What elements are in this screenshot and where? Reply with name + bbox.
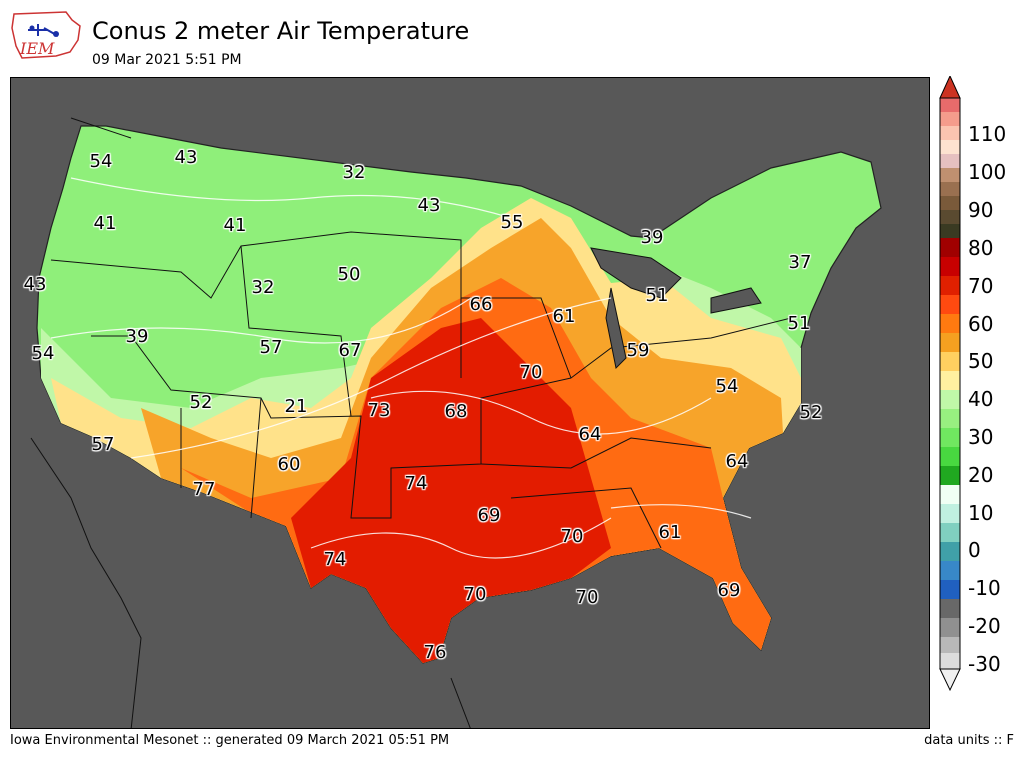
colorbar-tick: -30	[968, 652, 1001, 676]
colorbar-tick: -10	[968, 576, 1001, 600]
station-value: 57	[259, 337, 283, 358]
station-value: 74	[323, 549, 347, 570]
colorbar-tick: 60	[968, 312, 994, 336]
station-value: 64	[725, 451, 749, 472]
colorbar-tick: 20	[968, 463, 994, 487]
station-value: 60	[277, 454, 301, 475]
station-value: 59	[626, 340, 650, 361]
great-lakes	[590, 247, 762, 370]
station-value: 39	[125, 326, 149, 347]
red-core	[291, 318, 611, 663]
iem-logo: IEM	[8, 6, 86, 66]
station-value: 73	[367, 400, 391, 421]
colorbar-tick: 50	[968, 349, 994, 373]
station-value: 69	[717, 580, 741, 601]
station-value: 43	[23, 274, 47, 295]
colorbar-tick: 110	[968, 122, 1007, 146]
station-value: 52	[799, 402, 823, 423]
station-value: 54	[715, 376, 739, 397]
station-value: 55	[500, 212, 524, 233]
colorbar-tick: 30	[968, 425, 994, 449]
station-value: 70	[560, 526, 584, 547]
station-value: 61	[552, 306, 576, 327]
page-title: Conus 2 meter Air Temperature	[92, 17, 470, 45]
station-value: 68	[444, 401, 468, 422]
station-value: 37	[788, 252, 812, 273]
station-value: 21	[284, 396, 308, 417]
station-value: 70	[519, 362, 543, 383]
station-value: 57	[91, 434, 115, 455]
station-value: 70	[575, 587, 599, 608]
station-value: 32	[342, 162, 366, 183]
logo-text: IEM	[19, 39, 55, 58]
colorbar-tick: 80	[968, 236, 994, 260]
colorbar-tick: -20	[968, 614, 1001, 638]
station-value: 32	[251, 277, 275, 298]
station-value: 67	[338, 340, 362, 361]
station-value: 43	[174, 147, 198, 168]
station-value: 70	[463, 584, 487, 605]
station-value: 41	[223, 215, 247, 236]
station-value: 39	[640, 227, 664, 248]
station-value: 64	[578, 424, 602, 445]
station-value: 51	[787, 313, 811, 334]
timestamp: 09 Mar 2021 5:51 PM	[92, 52, 242, 68]
station-value: 54	[89, 151, 113, 172]
map-graphics	[30, 117, 882, 728]
station-value: 76	[423, 642, 447, 663]
station-value: 41	[93, 213, 117, 234]
station-value: 52	[189, 392, 213, 413]
colorbar-tick: 0	[968, 538, 981, 562]
station-value: 66	[469, 294, 493, 315]
footer-credit: Iowa Environmental Mesonet :: generated …	[10, 733, 450, 748]
colorbar-tick: 10	[968, 501, 994, 525]
station-value: 74	[404, 473, 428, 494]
station-value: 50	[337, 264, 361, 285]
footer-units: data units :: F	[924, 733, 1014, 748]
station-value: 43	[417, 195, 441, 216]
station-value: 61	[658, 522, 682, 543]
colorbar-tick: 70	[968, 274, 994, 298]
temperature-map[interactable]: 54 43 32 43 41 41 55 39 43 32 50 66 61 5…	[10, 77, 930, 729]
station-value: 69	[477, 505, 501, 526]
station-value: 54	[31, 343, 55, 364]
station-value: 51	[645, 285, 669, 306]
colorbar-tick: 40	[968, 387, 994, 411]
station-value: 77	[192, 479, 216, 500]
colorbar-tick: 90	[968, 198, 994, 222]
temperature-colorbar	[930, 74, 1024, 692]
colorbar-tick: 100	[968, 160, 1007, 184]
